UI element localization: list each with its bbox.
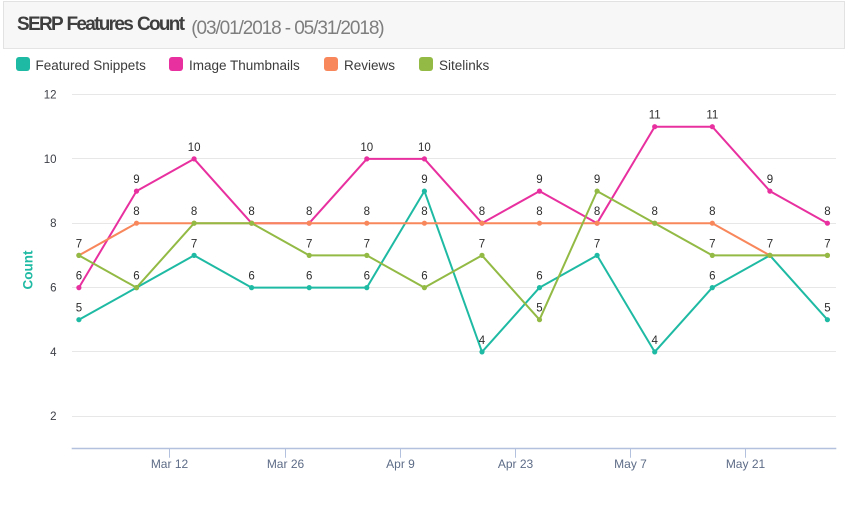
svg-text:9: 9 <box>767 174 773 186</box>
svg-text:8: 8 <box>479 206 485 218</box>
svg-text:7: 7 <box>594 238 600 250</box>
svg-text:7: 7 <box>767 238 773 250</box>
svg-text:Apr 9: Apr 9 <box>386 457 415 471</box>
svg-text:8: 8 <box>536 206 542 218</box>
svg-text:7: 7 <box>76 238 82 250</box>
svg-text:6: 6 <box>76 271 82 283</box>
svg-text:8: 8 <box>248 206 254 218</box>
svg-text:7: 7 <box>709 238 715 250</box>
svg-text:6: 6 <box>536 271 542 283</box>
svg-text:8: 8 <box>594 206 600 218</box>
svg-text:4: 4 <box>479 335 486 347</box>
svg-text:Mar 12: Mar 12 <box>151 457 189 471</box>
svg-text:8: 8 <box>709 206 715 218</box>
svg-text:May 21: May 21 <box>726 457 766 471</box>
svg-text:5: 5 <box>824 303 830 315</box>
svg-text:8: 8 <box>191 206 197 218</box>
svg-text:6: 6 <box>133 271 139 283</box>
svg-text:Count: Count <box>21 250 36 289</box>
svg-text:11: 11 <box>706 110 718 122</box>
svg-text:7: 7 <box>306 238 312 250</box>
svg-text:10: 10 <box>188 142 201 154</box>
svg-text:8: 8 <box>306 206 312 218</box>
svg-text:6: 6 <box>709 271 715 283</box>
svg-text:4: 4 <box>50 347 57 359</box>
svg-text:4: 4 <box>651 335 658 347</box>
svg-text:5: 5 <box>536 303 542 315</box>
svg-text:6: 6 <box>248 271 254 283</box>
svg-text:5: 5 <box>76 303 82 315</box>
svg-text:8: 8 <box>651 206 657 218</box>
svg-text:2: 2 <box>50 411 56 423</box>
svg-text:10: 10 <box>44 154 57 166</box>
svg-text:9: 9 <box>133 174 139 186</box>
svg-text:9: 9 <box>536 174 542 186</box>
svg-text:Apr 23: Apr 23 <box>498 457 534 471</box>
svg-text:May 7: May 7 <box>614 457 647 471</box>
svg-text:12: 12 <box>44 90 57 102</box>
svg-text:6: 6 <box>364 271 370 283</box>
svg-text:8: 8 <box>50 218 56 230</box>
svg-text:7: 7 <box>479 238 485 250</box>
svg-text:8: 8 <box>824 206 830 218</box>
svg-text:10: 10 <box>418 142 431 154</box>
svg-text:9: 9 <box>594 174 600 186</box>
svg-text:8: 8 <box>133 206 139 218</box>
svg-text:9: 9 <box>421 174 427 186</box>
svg-text:6: 6 <box>421 271 427 283</box>
svg-text:Mar 26: Mar 26 <box>267 457 305 471</box>
svg-text:7: 7 <box>824 238 830 250</box>
svg-text:7: 7 <box>364 238 370 250</box>
svg-text:8: 8 <box>421 206 427 218</box>
svg-text:11: 11 <box>649 110 661 122</box>
svg-text:8: 8 <box>364 206 370 218</box>
svg-text:6: 6 <box>306 271 312 283</box>
svg-text:10: 10 <box>360 142 373 154</box>
svg-text:6: 6 <box>50 283 56 295</box>
svg-text:7: 7 <box>191 238 197 250</box>
